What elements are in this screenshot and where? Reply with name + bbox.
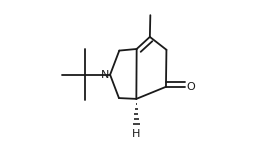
Text: N: N xyxy=(100,70,109,80)
Text: H: H xyxy=(132,129,140,139)
Text: O: O xyxy=(186,82,195,92)
